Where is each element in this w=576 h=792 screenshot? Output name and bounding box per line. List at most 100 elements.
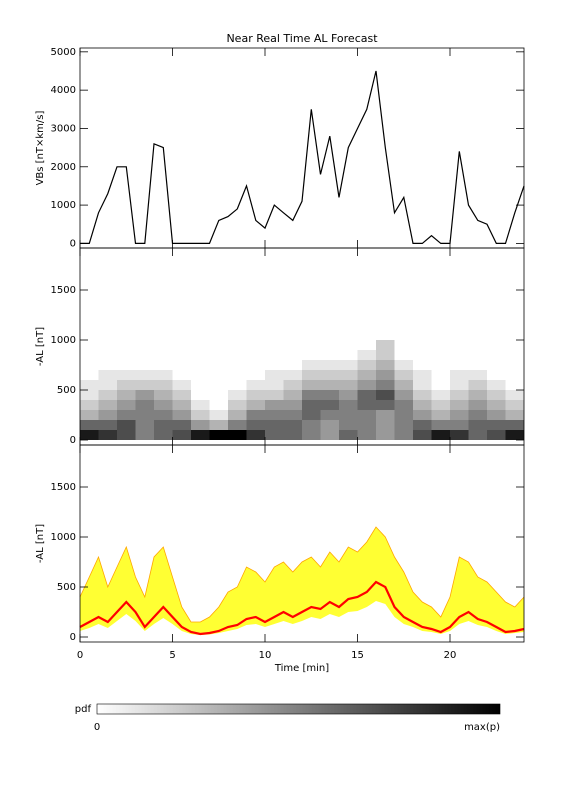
pdf-cell xyxy=(320,410,339,420)
pdf-cell xyxy=(468,360,487,370)
pdf-cell xyxy=(302,350,321,360)
colorbar-min: 0 xyxy=(94,722,100,733)
y-tick-label: 500 xyxy=(57,582,76,593)
pdf-cell xyxy=(283,350,302,360)
pdf-cell xyxy=(394,380,413,390)
pdf-cell xyxy=(117,350,136,360)
pdf-cell xyxy=(117,410,136,420)
y-tick-label: 1000 xyxy=(51,335,76,346)
pdf-cell xyxy=(505,380,524,390)
pdf-cell xyxy=(450,420,469,430)
colorbar-label: pdf xyxy=(75,704,92,715)
pdf-cell xyxy=(135,390,154,400)
pdf-cell xyxy=(339,370,358,380)
pdf-cell xyxy=(98,420,117,430)
pdf-cell xyxy=(413,380,432,390)
pdf-cell xyxy=(135,410,154,420)
pdf-cell xyxy=(357,360,376,370)
pdf-cell xyxy=(505,340,524,350)
pdf-cell xyxy=(413,400,432,410)
pdf-cell xyxy=(135,420,154,430)
pdf-cell xyxy=(487,430,506,440)
pdf-cell xyxy=(191,350,210,360)
pdf-cell xyxy=(302,380,321,390)
pdf-cell xyxy=(283,430,302,440)
pdf-cell xyxy=(117,390,136,400)
pdf-cell xyxy=(98,430,117,440)
pdf-cell xyxy=(154,410,173,420)
pdf-cell xyxy=(246,370,265,380)
pdf-cell xyxy=(302,370,321,380)
pdf-cell xyxy=(80,370,99,380)
pdf-cell xyxy=(80,350,99,360)
pdf-cell xyxy=(117,420,136,430)
pdf-cell xyxy=(283,410,302,420)
pdf-cell xyxy=(246,420,265,430)
pdf-cell xyxy=(376,410,395,420)
pdf-cell xyxy=(191,420,210,430)
y-tick-label: 0 xyxy=(70,435,76,446)
pdf-cell xyxy=(172,360,191,370)
pdf-cell xyxy=(228,360,247,370)
pdf-cell xyxy=(135,350,154,360)
pdf-cell xyxy=(431,360,450,370)
pdf-cell xyxy=(283,420,302,430)
pdf-cell xyxy=(265,410,284,420)
pdf-cell xyxy=(505,360,524,370)
pdf-cell xyxy=(468,340,487,350)
pdf-cell xyxy=(450,340,469,350)
pdf-cell xyxy=(228,350,247,360)
pdf-cell xyxy=(265,340,284,350)
pdf-cell xyxy=(135,380,154,390)
y-tick-label: 4000 xyxy=(51,85,76,96)
pdf-cell xyxy=(80,390,99,400)
pdf-cell xyxy=(450,400,469,410)
y-tick-label: 1500 xyxy=(51,482,76,493)
pdf-cell xyxy=(320,400,339,410)
pdf-cell xyxy=(80,420,99,430)
y-axis-label: -AL [nT] xyxy=(35,327,46,366)
y-tick-label: 1000 xyxy=(51,200,76,211)
pdf-cell xyxy=(450,390,469,400)
pdf-cell xyxy=(302,420,321,430)
pdf-cell xyxy=(228,390,247,400)
pdf-cell xyxy=(302,390,321,400)
pdf-cell xyxy=(265,360,284,370)
pdf-cell xyxy=(505,390,524,400)
pdf-cell xyxy=(172,420,191,430)
colorbar xyxy=(96,703,501,715)
pdf-cell xyxy=(357,410,376,420)
pdf-cell xyxy=(135,400,154,410)
pdf-cell xyxy=(320,350,339,360)
pdf-cell xyxy=(357,380,376,390)
pdf-cell xyxy=(505,430,524,440)
pdf-cell xyxy=(228,430,247,440)
pdf-cell xyxy=(246,390,265,400)
pdf-cell xyxy=(80,360,99,370)
pdf-cell xyxy=(117,360,136,370)
pdf-cell xyxy=(302,400,321,410)
x-tick-label: 5 xyxy=(169,650,175,661)
pdf-cell xyxy=(413,340,432,350)
pdf-cell xyxy=(191,360,210,370)
pdf-cell xyxy=(505,350,524,360)
y-tick-label: 2000 xyxy=(51,162,76,173)
pdf-cell xyxy=(357,340,376,350)
pdf-cell xyxy=(394,390,413,400)
pdf-cell xyxy=(246,410,265,420)
x-tick-label: 10 xyxy=(259,650,272,661)
pdf-cell xyxy=(154,350,173,360)
pdf-cell xyxy=(209,420,228,430)
pdf-cell xyxy=(265,370,284,380)
pdf-cell xyxy=(450,380,469,390)
pdf-cell xyxy=(431,400,450,410)
pdf-cell xyxy=(431,410,450,420)
pdf-cell xyxy=(172,350,191,360)
pdf-cell xyxy=(172,410,191,420)
pdf-cell xyxy=(246,430,265,440)
pdf-cell xyxy=(394,410,413,420)
pdf-cell xyxy=(98,340,117,350)
pdf-cell xyxy=(191,390,210,400)
pdf-cell xyxy=(154,370,173,380)
